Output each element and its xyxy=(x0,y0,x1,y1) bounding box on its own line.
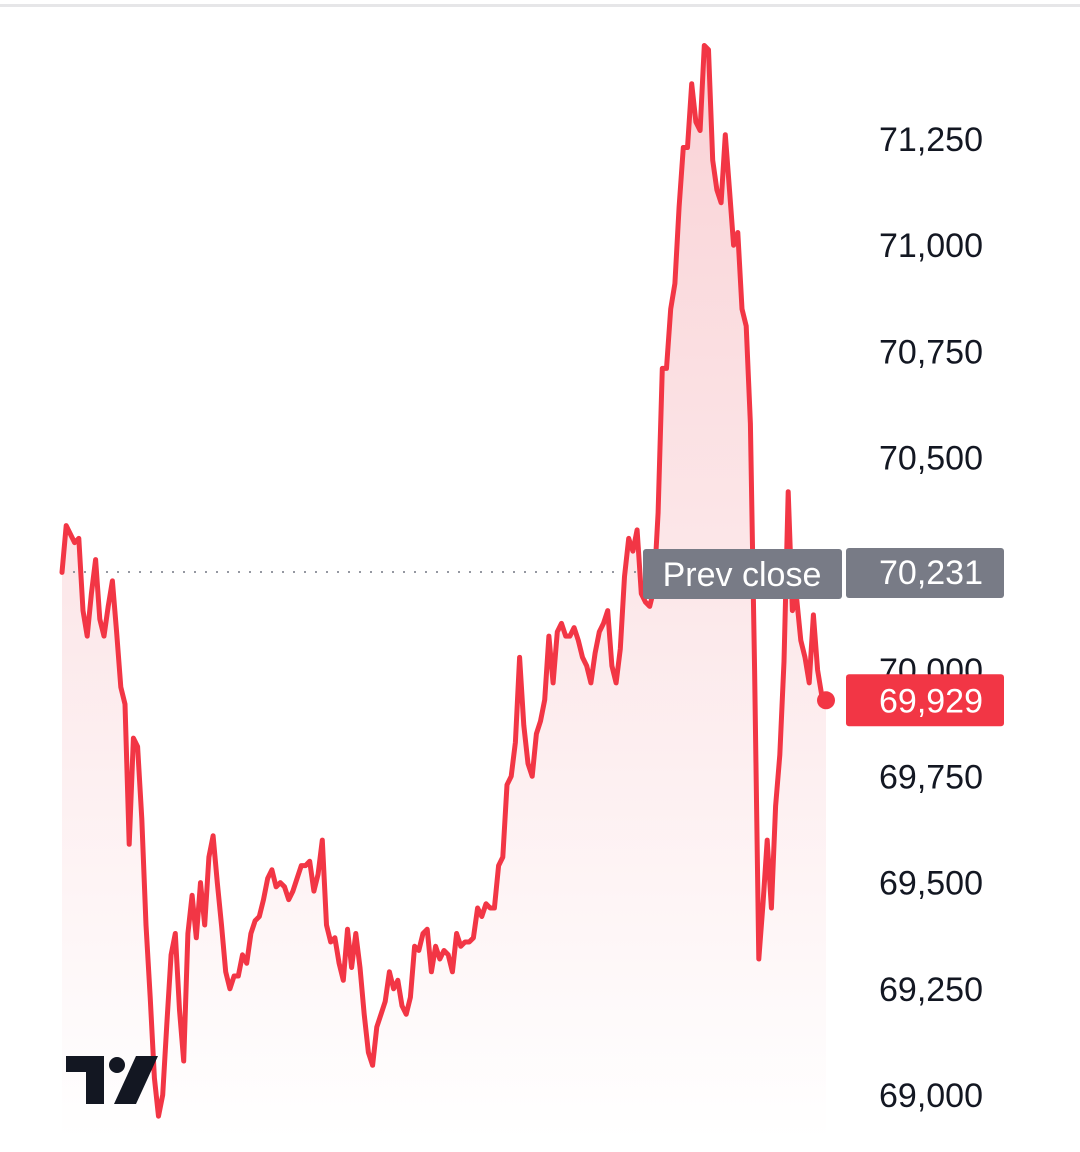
tradingview-logo-icon xyxy=(66,1056,158,1104)
y-tick-label: 70,500 xyxy=(879,440,983,478)
y-tick-label: 71,000 xyxy=(879,227,983,265)
prev-close-value-badge xyxy=(846,547,1004,598)
price-line xyxy=(59,43,829,1119)
y-tick-label: 69,500 xyxy=(879,865,983,903)
y-tick-label: 69,000 xyxy=(879,1077,983,1115)
last-price-dot xyxy=(817,691,835,710)
prev-close-value: 70,231 xyxy=(879,554,983,592)
y-tick-label: 71,250 xyxy=(879,121,983,159)
y-tick-label: 70,750 xyxy=(879,333,983,371)
last-price-value: 69,929 xyxy=(879,682,983,720)
price-area-fill xyxy=(62,45,826,1140)
y-tick-label: 69,750 xyxy=(879,758,983,796)
y-tick-label: 69,250 xyxy=(879,971,983,1009)
top-divider xyxy=(0,4,1080,7)
last-price-badge xyxy=(846,674,1004,727)
prev-close-label: Prev close xyxy=(663,556,822,594)
y-axis: 71,25071,00070,75070,50070,00069,75069,5… xyxy=(879,121,983,1115)
prev-close-label-badge xyxy=(643,548,842,599)
